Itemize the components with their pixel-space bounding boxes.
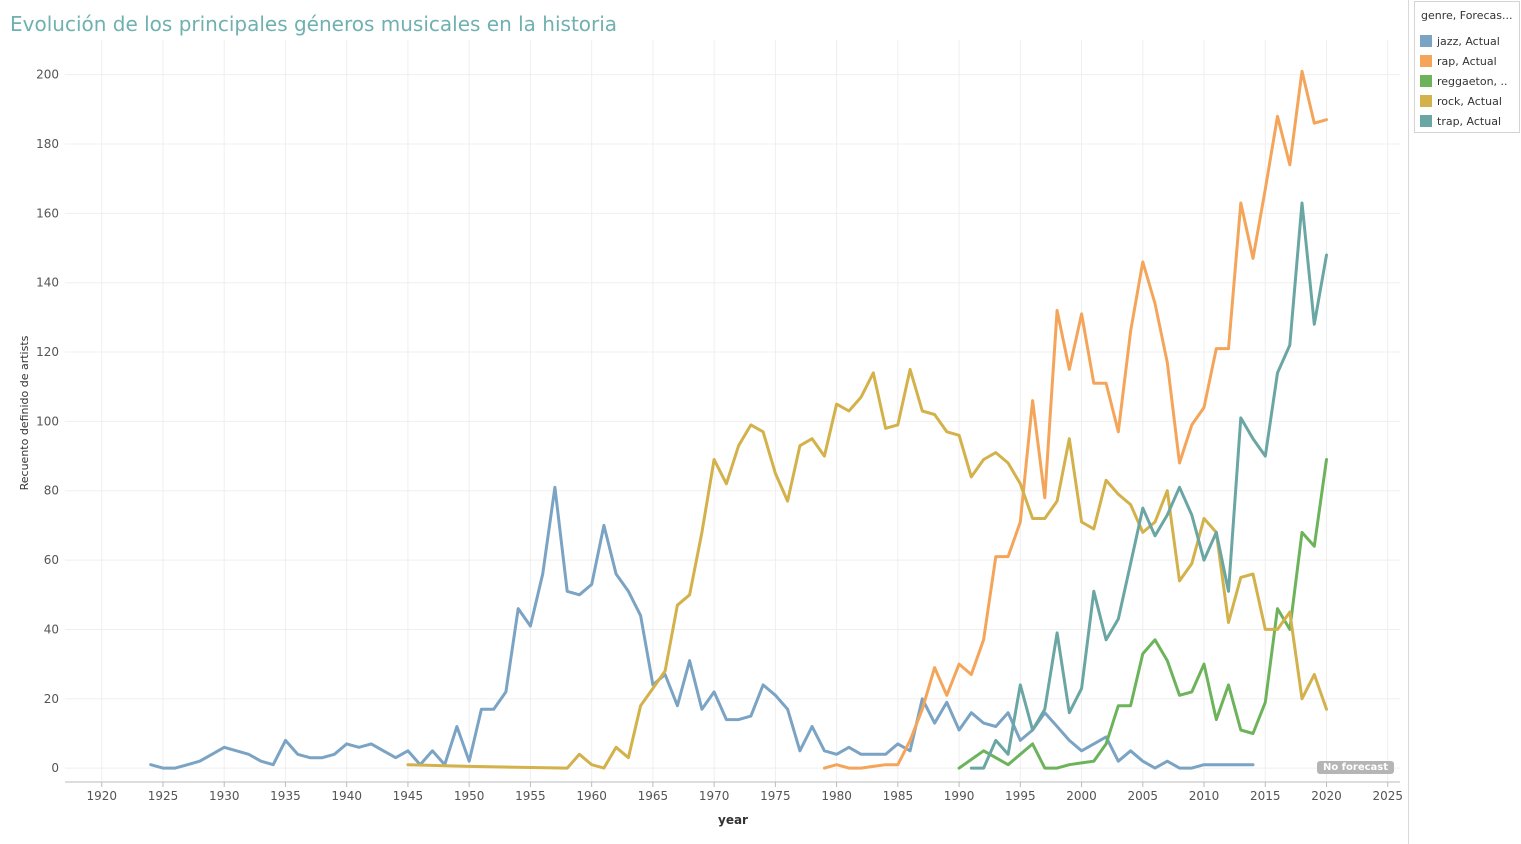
y-tick-label: 160 — [36, 206, 59, 220]
legend-item-jazz[interactable]: jazz, Actual — [1420, 35, 1500, 49]
y-tick-label: 140 — [36, 276, 59, 290]
x-tick-label: 1980 — [821, 789, 852, 803]
x-tick-label: 1935 — [270, 789, 301, 803]
x-tick-label: 2020 — [1311, 789, 1342, 803]
x-tick-label: 2025 — [1372, 789, 1403, 803]
y-tick-label: 180 — [36, 137, 59, 151]
legend-title[interactable]: genre, Forecas... — [1421, 9, 1513, 22]
series-line-trap[interactable] — [969, 201, 1328, 770]
x-tick-label: 1960 — [576, 789, 607, 803]
legend-item-rock[interactable]: rock, Actual — [1420, 95, 1502, 109]
legend-divider — [1408, 0, 1409, 844]
x-tick-label: 1985 — [883, 789, 914, 803]
y-tick-label: 100 — [36, 414, 59, 428]
y-axis-label: Recuento definido de artists — [18, 335, 31, 490]
legend-label: rock, Actual — [1437, 95, 1502, 108]
y-tick-label: 0 — [51, 761, 59, 775]
legend-item-rap[interactable]: rap, Actual — [1420, 55, 1497, 69]
x-tick-label: 1990 — [944, 789, 975, 803]
y-tick-label: 60 — [44, 553, 59, 567]
legend-swatch-rap — [1420, 55, 1432, 67]
legend-label: jazz, Actual — [1437, 35, 1500, 48]
x-tick-label: 2010 — [1189, 789, 1220, 803]
no-forecast-badge[interactable]: No forecast — [1317, 761, 1394, 774]
y-tick-label: 40 — [44, 622, 59, 636]
x-tick-label: 2000 — [1066, 789, 1097, 803]
legend-swatch-rock — [1420, 95, 1432, 107]
x-tick-label: 1945 — [393, 789, 424, 803]
series-lines — [149, 69, 1328, 770]
legend-item-reggaeton[interactable]: reggaeton, .. — [1420, 75, 1508, 89]
legend-label: rap, Actual — [1437, 55, 1497, 68]
legend-swatch-reggaeton — [1420, 75, 1432, 87]
chart-title: Evolución de los principales géneros mus… — [10, 12, 618, 36]
x-axis-label: year — [718, 813, 748, 827]
legend[interactable]: genre, Forecas... jazz, Actual rap, Actu… — [1414, 1, 1520, 133]
legend-swatch-jazz — [1420, 35, 1432, 47]
legend-label: trap, Actual — [1437, 115, 1502, 128]
x-tick-label: 1950 — [454, 789, 485, 803]
y-tick-label: 120 — [36, 345, 59, 359]
x-tick-label: 1995 — [1005, 789, 1036, 803]
x-tick-label: 1975 — [760, 789, 791, 803]
series-line-reggaeton[interactable] — [957, 458, 1328, 770]
x-tick-label: 1970 — [699, 789, 730, 803]
y-tick-label: 200 — [36, 68, 59, 82]
x-tick-label: 2015 — [1250, 789, 1281, 803]
series-line-rock[interactable] — [406, 367, 1328, 770]
series-line-rap[interactable] — [822, 69, 1328, 770]
y-tick-label: 20 — [44, 692, 59, 706]
x-tick-label: 1965 — [638, 789, 669, 803]
x-tick-label: 1930 — [209, 789, 240, 803]
y-tick-label: 80 — [44, 484, 59, 498]
x-tick-label: 1955 — [515, 789, 546, 803]
series-line-jazz[interactable] — [149, 485, 1255, 770]
line-chart: 1920 1925 1930 1935 1940 1945 1950 1955 1960 1965… — [18, 40, 1403, 827]
x-tick-label: 1920 — [86, 789, 117, 803]
x-tick-label: 1925 — [148, 789, 179, 803]
axes: 1920 1925 1930 1935 1940 1945 1950 1955 1960 1965… — [36, 68, 1403, 803]
x-tick-label: 1940 — [331, 789, 362, 803]
legend-item-trap[interactable]: trap, Actual — [1420, 115, 1501, 129]
x-tick-label: 2005 — [1128, 789, 1159, 803]
legend-label: reggaeton, .. — [1437, 75, 1508, 88]
legend-swatch-trap — [1420, 115, 1432, 127]
